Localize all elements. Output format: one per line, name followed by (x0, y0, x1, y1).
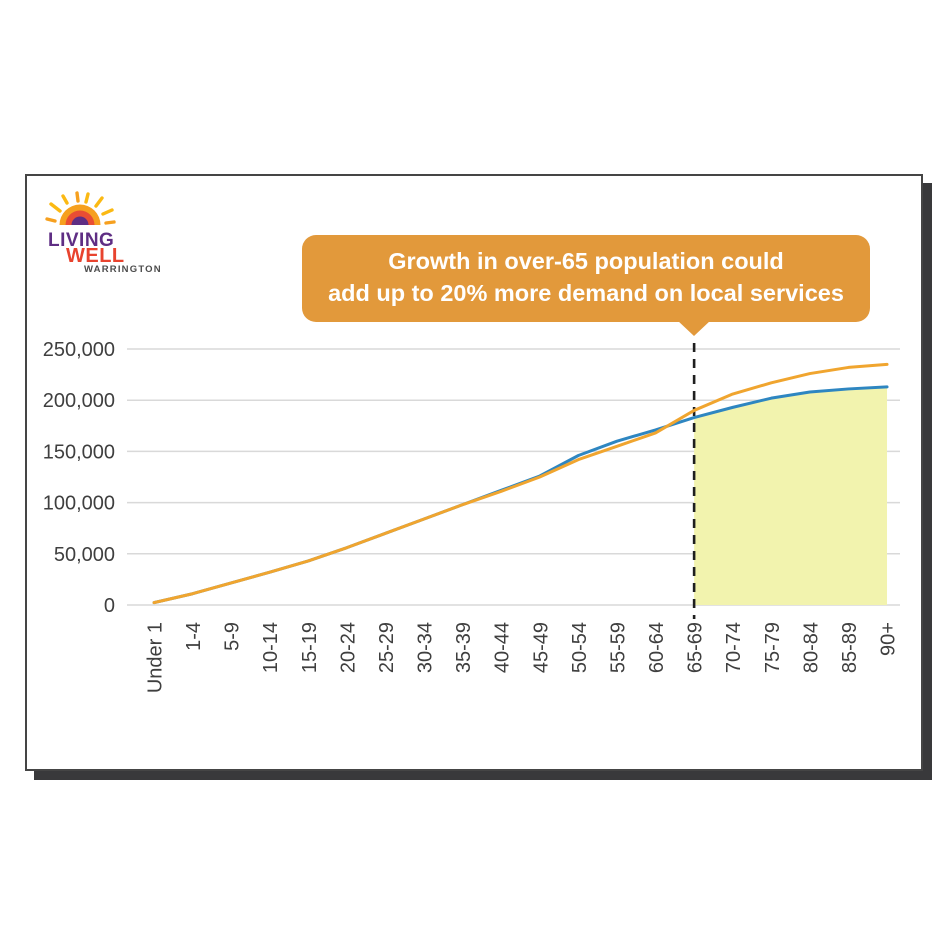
y-axis-tick-label: 0 (104, 595, 115, 617)
x-axis-tick-label: 70-74 (723, 622, 745, 673)
logo-text-warrington: WARRINGTON (84, 264, 162, 275)
x-axis-tick-label: 20-24 (337, 622, 359, 673)
x-axis-tick-label: Under 1 (145, 622, 167, 693)
y-axis-tick-label: 250,000 (43, 339, 115, 361)
x-axis-tick-label: 5-9 (222, 622, 244, 651)
x-axis-tick-label: 50-54 (569, 622, 591, 673)
sun-rainbow-icon (45, 191, 116, 225)
infographic-card: LIVING WELL WARRINGTON 0 50,000 100,000 150… (25, 174, 923, 771)
x-axis-tick-label: 15-19 (299, 622, 321, 673)
x-axis-tick-label: 45-49 (530, 622, 552, 673)
x-axis-tick-label: 60-64 (646, 622, 668, 673)
x-axis-tick-label: 65-69 (685, 622, 707, 673)
y-axis-tick-label: 150,000 (43, 441, 115, 463)
callout-line-2: add up to 20% more demand on local servi… (328, 279, 844, 306)
x-axis-tick-label: 1-4 (183, 622, 205, 651)
over-65-highlight-area (694, 386, 888, 605)
x-axis-tick-label: 85-89 (839, 622, 861, 673)
orange-line (152, 362, 889, 605)
x-axis-tick-label: 30-34 (415, 622, 437, 673)
x-axis-tick-label: 55-59 (607, 622, 629, 673)
callout-line-1: Growth in over-65 population could (388, 248, 784, 274)
y-axis-tick-label: 50,000 (54, 544, 115, 566)
x-axis-tick-label: 75-79 (762, 622, 784, 673)
x-axis-tick-label: 25-29 (376, 622, 398, 673)
x-axis-tick-label: 40-44 (492, 622, 514, 673)
y-axis-tick-label: 200,000 (43, 390, 115, 412)
x-axis-tick-label: 35-39 (453, 622, 475, 673)
callout-annotation: Growth in over-65 population could add u… (302, 235, 870, 322)
x-axis-tick-label: 80-84 (800, 622, 822, 673)
logo-text-living: LIVING (48, 230, 115, 251)
x-axis-tick-label: 90+ (878, 622, 900, 656)
population-line-chart: 0 50,000 100,000 150,000 200,000 250,000 Under… (43, 339, 900, 693)
logo-text-well: WELL (66, 245, 125, 267)
x-axis-tick-label: 10-14 (260, 622, 282, 673)
y-axis-tick-label: 100,000 (43, 493, 115, 515)
living-well-logo: LIVING WELL WARRINGTON (45, 186, 185, 281)
callout-pointer-icon (677, 320, 712, 336)
